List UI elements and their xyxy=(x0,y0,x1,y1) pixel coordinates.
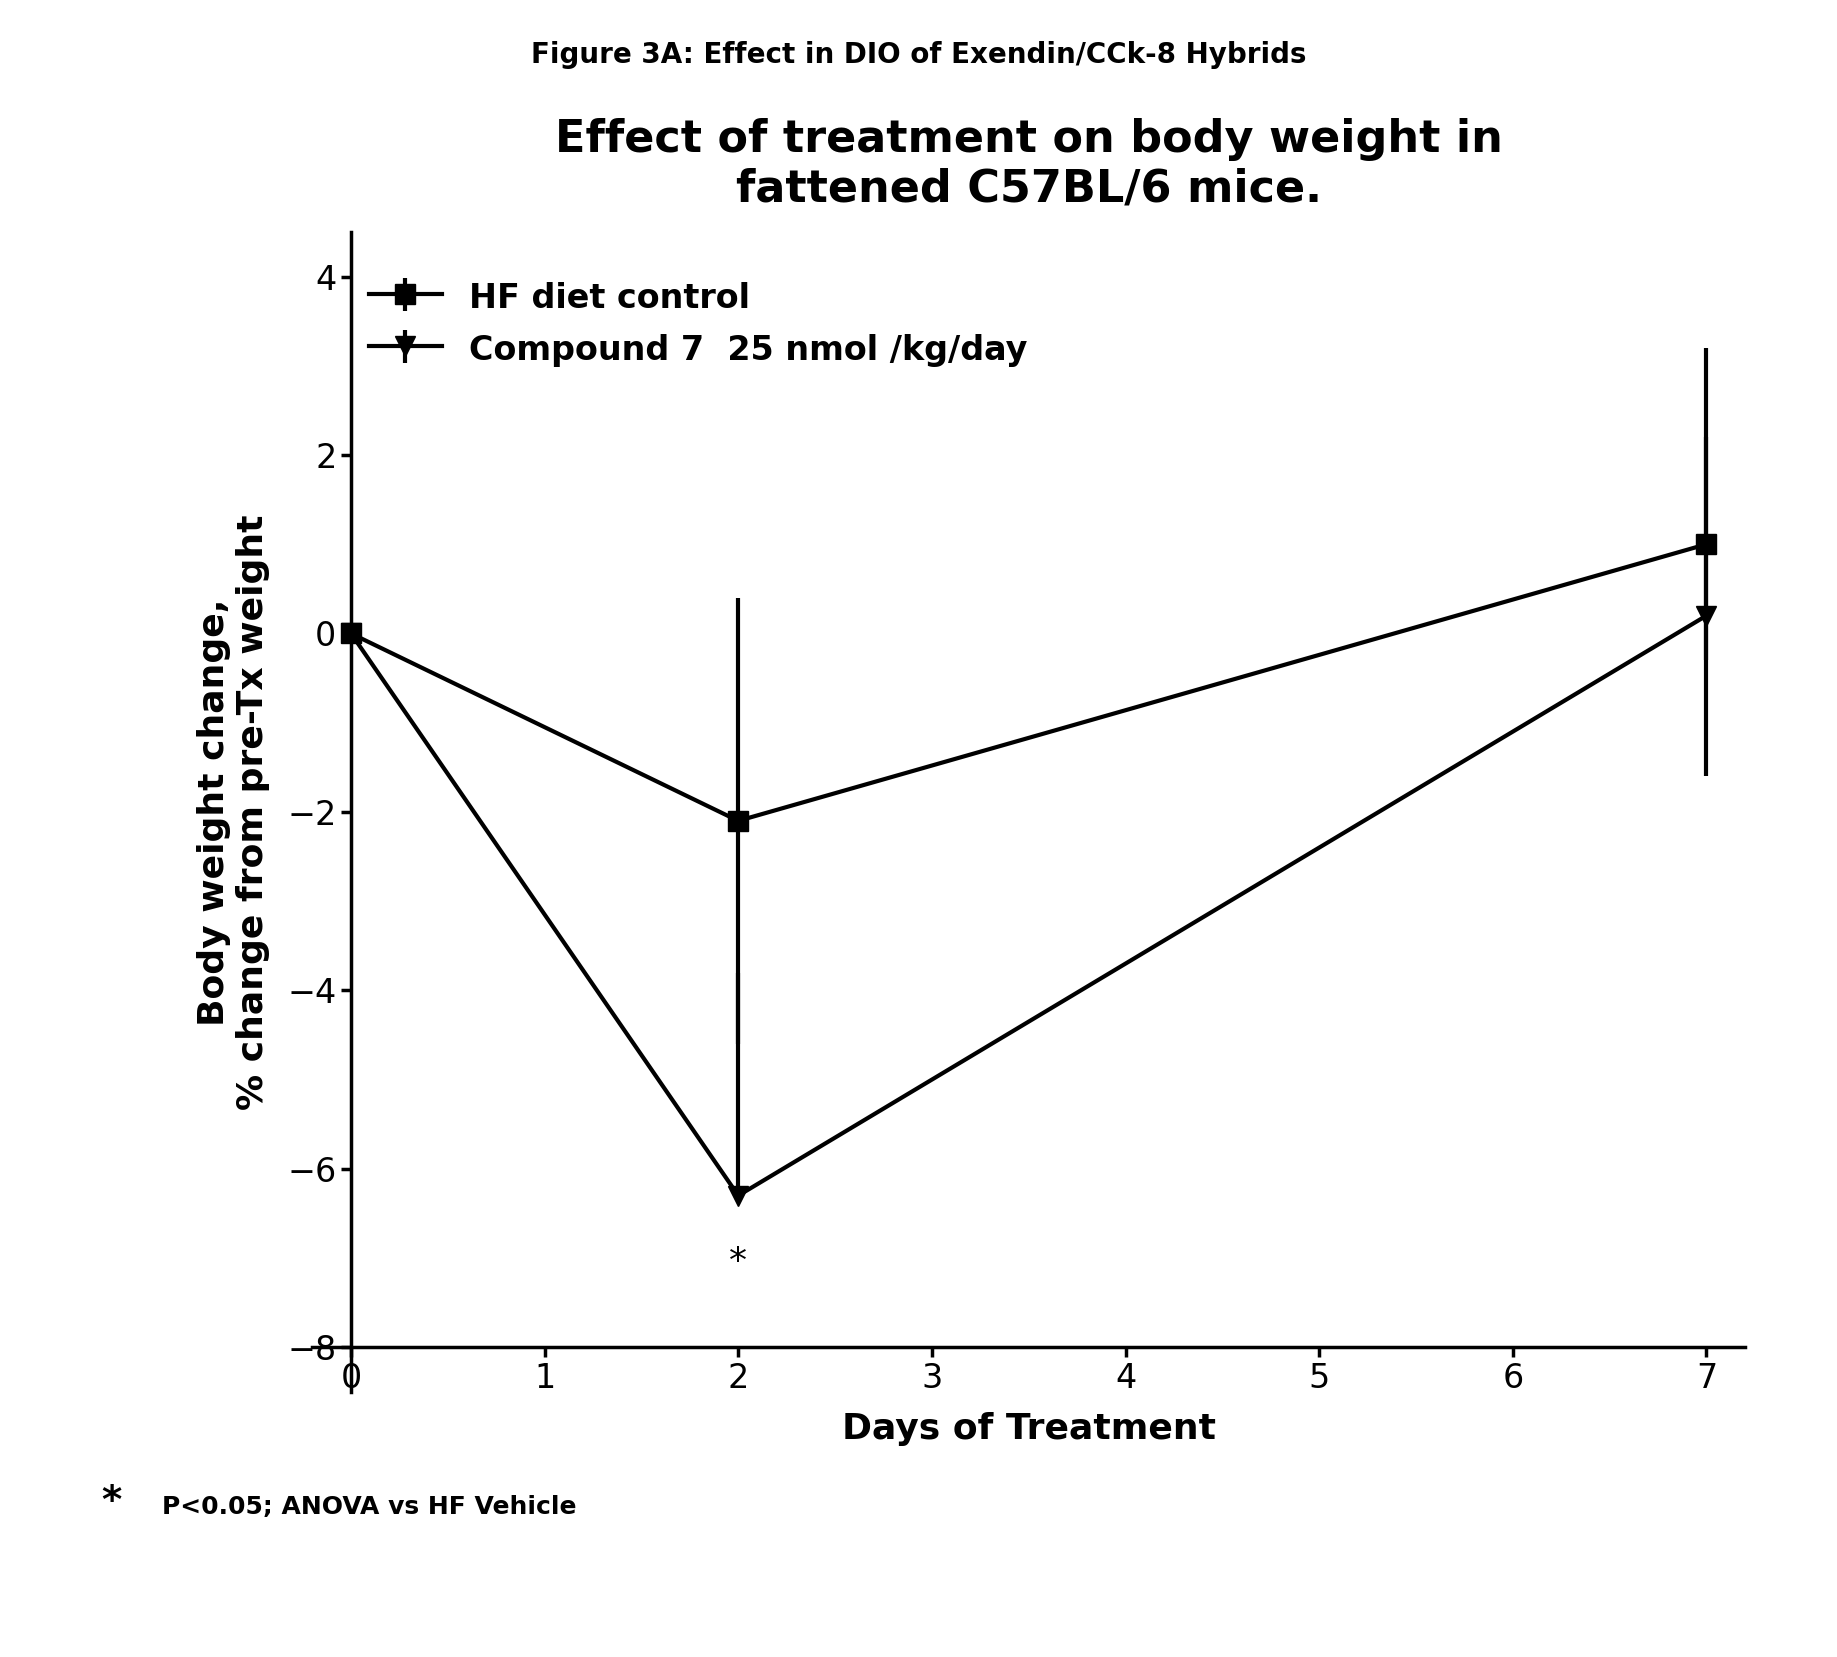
Legend: HF diet control, Compound 7  25 nmol /kg/day: HF diet control, Compound 7 25 nmol /kg/… xyxy=(355,267,1040,381)
X-axis label: Days of Treatment: Days of Treatment xyxy=(841,1412,1216,1445)
Title: Effect of treatment on body weight in
fattened C57BL/6 mice.: Effect of treatment on body weight in fa… xyxy=(555,118,1503,210)
Y-axis label: Body weight change,
% change from pre-Tx weight: Body weight change, % change from pre-Tx… xyxy=(197,514,270,1110)
Text: *: * xyxy=(101,1483,121,1521)
Text: *: * xyxy=(729,1244,748,1279)
Text: P<0.05; ANOVA vs HF Vehicle: P<0.05; ANOVA vs HF Vehicle xyxy=(162,1495,577,1518)
Text: Figure 3A: Effect in DIO of Exendin/CCk-8 Hybrids: Figure 3A: Effect in DIO of Exendin/CCk-… xyxy=(531,41,1306,70)
